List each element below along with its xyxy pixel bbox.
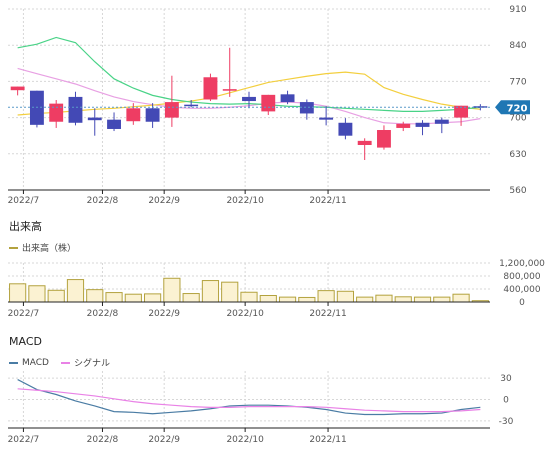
macd-x-tick-label: 2022/8 — [87, 435, 119, 445]
candle-body — [377, 130, 391, 148]
current-price-label: 720 — [507, 103, 528, 114]
volume-bar — [394, 296, 412, 303]
volume-legend-swatch — [9, 246, 18, 249]
price-y-tick-label: 630 — [509, 150, 526, 160]
volume-bar — [259, 295, 277, 303]
volume-y-tick-label: 800,000 — [503, 272, 540, 282]
candle-body — [357, 140, 372, 146]
volume-x-tick-label: 2022/9 — [148, 309, 180, 319]
candle-body — [126, 108, 141, 122]
macd-y-tick-label: 30 — [500, 374, 512, 384]
price-y-tick-label: 560 — [509, 186, 526, 196]
candle-body — [164, 102, 179, 118]
current-price-badge — [495, 100, 530, 115]
price-y-tick-label: 910 — [509, 5, 526, 15]
volume-section-title: 出来高 — [9, 220, 42, 233]
price-x-tick-label: 2022/7 — [8, 196, 40, 206]
candle-body — [222, 89, 237, 91]
signal-legend-item: シグナル — [60, 356, 110, 369]
signal-legend-swatch — [60, 361, 70, 364]
macd-y-tick-label: -30 — [499, 417, 514, 427]
volume-bar — [86, 289, 104, 303]
volume-bar — [336, 290, 354, 303]
candle-body — [299, 102, 314, 114]
volume-bar — [278, 296, 297, 303]
candle-body — [434, 119, 449, 124]
price-x-tick-label: 2022/8 — [87, 196, 119, 206]
candle-body — [454, 105, 469, 118]
signal-line — [17, 388, 481, 413]
price-y-tick-label: 770 — [509, 77, 526, 87]
macd-legend-item: MACD — [9, 358, 49, 368]
candle-body — [184, 104, 199, 107]
candle-body — [415, 122, 430, 127]
candle-body — [242, 96, 256, 102]
volume-x-tick-label: 2022/8 — [87, 309, 119, 319]
volume-bar — [9, 283, 27, 303]
volume-bar — [182, 293, 200, 303]
candle-body — [280, 94, 295, 103]
volume-y-tick-label: 1,200,000 — [499, 259, 545, 269]
macd-x-tick-label: 2022/7 — [8, 435, 40, 445]
macd-x-tick-label: 2022/11 — [309, 435, 346, 445]
volume-bar — [144, 293, 162, 303]
volume-bar — [298, 296, 316, 303]
macd-x-tick-label: 2022/9 — [148, 435, 180, 445]
candle-body — [203, 77, 218, 100]
volume-legend-label: 出来高（株） — [22, 244, 77, 254]
candle-body — [10, 86, 25, 91]
price-x-tick-label: 2022/10 — [226, 196, 264, 206]
macd-y-tick-label: 0 — [503, 396, 509, 406]
macd-legend-label: MACD — [22, 357, 49, 368]
volume-bar — [66, 279, 85, 303]
volume-y-tick-label: 400,000 — [503, 285, 540, 295]
price-x-tick-label: 2022/11 — [309, 196, 346, 206]
volume-y-tick-label: 0 — [519, 298, 525, 308]
candle-body — [87, 117, 102, 121]
candle-body — [319, 117, 334, 120]
volume-bar — [375, 294, 393, 303]
candle-body — [49, 103, 64, 122]
volume-bar — [47, 289, 65, 303]
price-y-tick-label: 840 — [509, 41, 526, 51]
macd-x-tick-label: 2022/10 — [226, 435, 264, 445]
volume-bar — [105, 292, 123, 303]
volume-bar — [317, 290, 335, 303]
macd-legend-swatch — [9, 361, 18, 364]
volume-legend-item: 出来高（株） — [9, 241, 76, 254]
macd-line — [17, 379, 481, 416]
volume-bar — [221, 281, 239, 303]
volume-bar — [28, 285, 46, 303]
volume-bar — [452, 293, 470, 303]
volume-x-tick-label: 2022/10 — [226, 309, 264, 319]
volume-bar — [201, 280, 220, 303]
candle-body — [396, 123, 411, 128]
volume-x-tick-label: 2022/11 — [309, 309, 346, 319]
candle-body — [261, 94, 276, 112]
candle-body — [338, 122, 353, 136]
signal-legend-label: シグナル — [73, 359, 110, 369]
volume-bar — [413, 296, 432, 303]
candle-body — [107, 119, 121, 129]
volume-bar — [433, 296, 451, 303]
macd-section-title: MACD — [9, 335, 42, 348]
macd-legend: MACD シグナル — [9, 356, 122, 369]
price-x-tick-label: 2022/9 — [148, 196, 180, 206]
volume-legend: 出来高（株） — [9, 241, 88, 254]
candle-body — [145, 108, 160, 122]
volume-bar — [163, 277, 181, 303]
volume-bar — [356, 296, 374, 303]
volume-bar — [124, 293, 142, 303]
price-y-tick-label: 700 — [509, 114, 526, 124]
volume-x-tick-label: 2022/7 — [8, 309, 40, 319]
candle-body — [68, 96, 83, 123]
volume-bar — [240, 291, 258, 303]
candle-body — [29, 90, 44, 125]
